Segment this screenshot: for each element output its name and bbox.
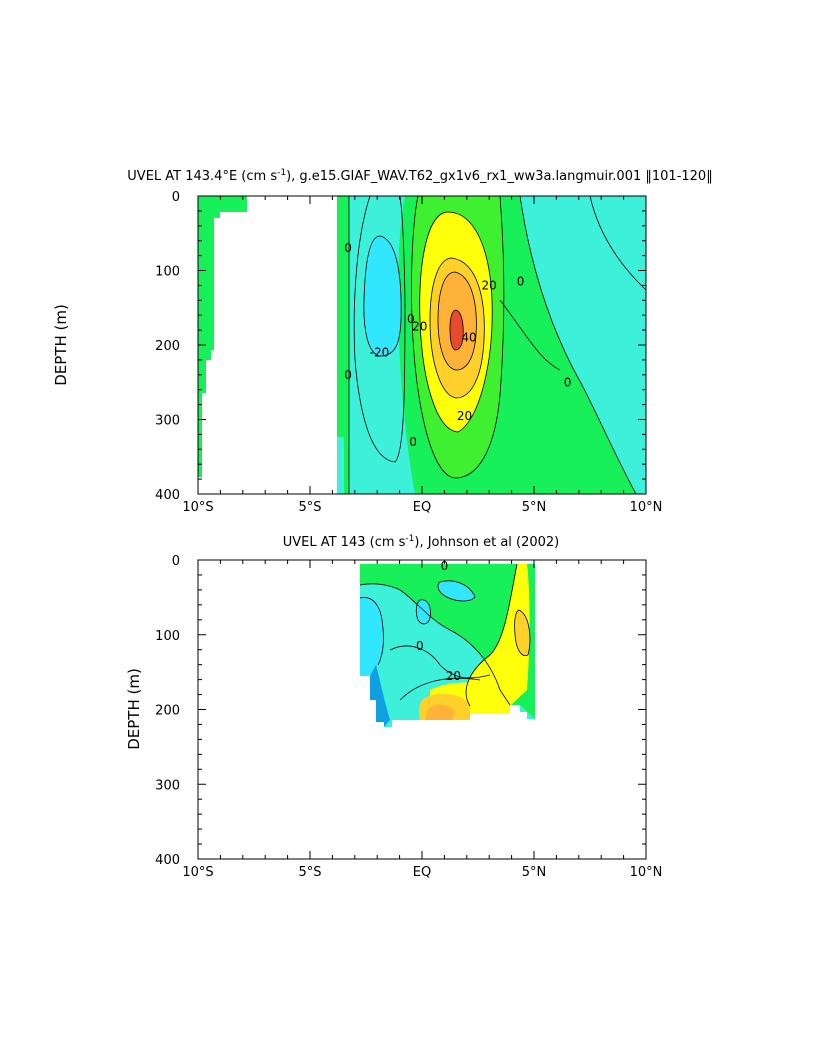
panel1-red-core	[450, 310, 464, 350]
y-tick-label: 200	[155, 704, 180, 719]
panel2-green-top	[360, 564, 535, 719]
panel2-contour-b	[359, 597, 384, 666]
contour-label: 20	[482, 278, 497, 292]
panel1-ylabel: DEPTH (m)	[52, 304, 70, 386]
panel2-title: UVEL AT 143 (cm s-1), Johnson et al (200…	[283, 534, 560, 550]
contour-label: 0	[409, 435, 417, 449]
panel1-minus20-contour	[363, 235, 402, 357]
panel1-cyan-lower-contour	[499, 299, 561, 371]
panel1-twenty-contour	[419, 211, 493, 433]
x-tick-label: 5°N	[522, 865, 547, 880]
contour-label: 0	[407, 312, 415, 326]
contour-label: 0	[441, 559, 449, 573]
contour-label: 20	[412, 319, 427, 333]
panel2-blue-upper	[437, 580, 475, 602]
panel1-blue-core	[363, 236, 402, 356]
panel1-ten-contour	[411, 196, 505, 479]
x-tick-label: 10°N	[630, 865, 663, 880]
y-tick-label: 0	[172, 190, 180, 205]
x-tick-label: 5°S	[298, 865, 321, 880]
panel2-contour-c	[465, 563, 518, 707]
panel2-contour-h	[514, 609, 531, 657]
panel1-title: UVEL AT 143.4°E (cm s-1), g.e15.GIAF_WAV…	[127, 168, 712, 184]
panel2-contour-d	[389, 645, 491, 679]
panel2-contour-f	[437, 580, 476, 602]
contour-label: 20	[446, 669, 461, 683]
panel1-zero-contour-east	[519, 196, 637, 494]
panel1-forty-contour	[437, 271, 477, 371]
panel2-contour-a	[359, 583, 511, 706]
panel-observed: UVEL AT 143 (cm s-1), Johnson et al (200…	[125, 534, 662, 880]
panel2-blue-west	[360, 597, 384, 676]
panel-model: UVEL AT 143.4°E (cm s-1), g.e15.GIAF_WAV…	[52, 168, 713, 515]
x-tick-label: 5°S	[298, 500, 321, 515]
contour-label: 0	[416, 639, 424, 653]
panel2-contour-g	[415, 599, 431, 625]
panel2-ylabel: DEPTH (m)	[125, 668, 143, 750]
contour-label: 20	[457, 409, 472, 423]
panel1-field	[198, 196, 646, 494]
panel1-west-strip	[198, 196, 247, 477]
panel2-gold-east	[514, 610, 530, 656]
y-tick-label: 300	[155, 778, 180, 793]
x-tick-label: 10°N	[630, 500, 663, 515]
y-tick-label: 100	[155, 265, 180, 280]
panel2-yellow-east	[466, 564, 530, 706]
y-tick-label: 100	[155, 629, 180, 644]
y-tick-label: 300	[155, 414, 180, 429]
panel1-fortyfive-contour	[449, 309, 464, 351]
panel2-dark-blue	[370, 665, 390, 727]
panel1-cyan-east-contour	[589, 196, 646, 291]
panel2-contour-e	[399, 677, 481, 701]
x-tick-label: EQ	[413, 500, 431, 515]
contour-label: 40	[461, 331, 476, 345]
panel1-zero-contour-west	[353, 196, 406, 463]
panel2-blue-mid	[416, 599, 431, 624]
y-tick-label: 0	[172, 554, 180, 569]
x-tick-label: EQ	[413, 865, 431, 880]
panel2-contour-labels: 0 0 20	[416, 559, 461, 683]
x-tick-label: 10°S	[182, 500, 213, 515]
contour-label: 0	[564, 375, 572, 389]
panel1-green-west-band	[337, 196, 349, 494]
y-tick-label: 400	[155, 488, 180, 503]
y-tick-label: 400	[155, 853, 180, 868]
x-tick-label: 10°S	[182, 865, 213, 880]
x-tick-label: 5°N	[522, 500, 547, 515]
contour-label: 0	[517, 275, 525, 289]
y-tick-label: 200	[155, 339, 180, 354]
contour-label: 0	[344, 368, 352, 382]
panel1-thirty-contour	[429, 257, 485, 399]
panel2-field	[359, 563, 535, 727]
contour-label: 0	[344, 241, 352, 255]
panel2-orange-core	[426, 704, 455, 720]
contour-label: -20	[370, 345, 390, 359]
